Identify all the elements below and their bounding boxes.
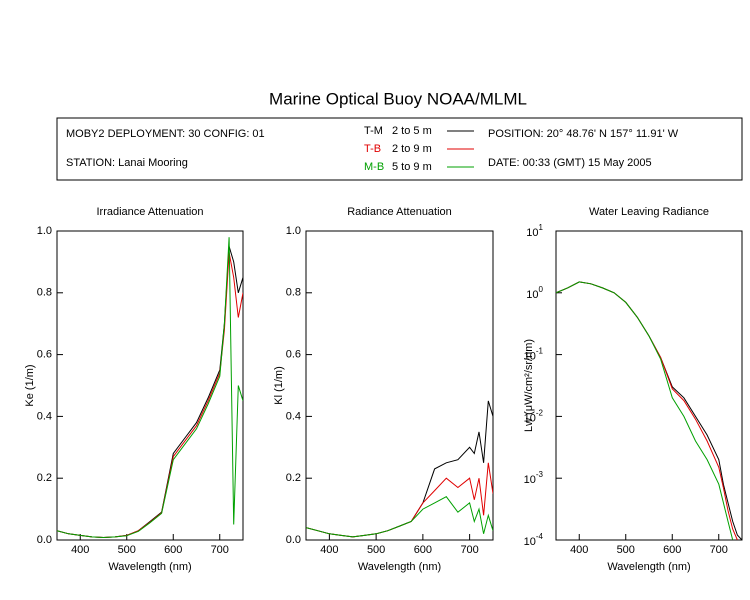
position: POSITION: 20° 48.76' N 157° 11.91' W (488, 128, 679, 140)
y-axis-label: Ke (1/m) (24, 364, 36, 406)
y-tick-label: 0.4 (286, 410, 301, 422)
data-line (306, 496, 493, 538)
info-box (56, 117, 743, 181)
x-tick-label: 700 (211, 544, 229, 556)
y-tick-label: 1.0 (286, 225, 301, 237)
chart-title: Radiance Attenuation (347, 206, 452, 218)
x-tick-label: 500 (617, 544, 635, 556)
x-tick-label: 600 (414, 544, 432, 556)
y-tick-base: 10 (526, 227, 538, 239)
x-tick-label: 500 (118, 544, 136, 556)
y-tick-base: 10 (524, 474, 536, 486)
y-tick-label: 10-4 (524, 532, 544, 548)
y-tick-label: 100 (526, 285, 543, 301)
x-tick-label: 400 (71, 544, 89, 556)
y-tick-exponent: -3 (536, 470, 544, 479)
y-tick-label: 0.2 (37, 472, 52, 484)
data-line (57, 246, 243, 539)
plot-frame (305, 230, 494, 541)
data-line (57, 237, 243, 539)
y-tick-label: 101 (526, 223, 543, 239)
data-line (556, 281, 742, 540)
x-tick-label: 500 (367, 544, 385, 556)
y-tick-exponent: -1 (536, 347, 544, 356)
y-tick-base: 10 (524, 412, 536, 424)
data-line (57, 252, 243, 539)
x-tick-label: 400 (570, 544, 588, 556)
legend-range: 2 to 5 m (392, 125, 432, 137)
y-tick-label: 10-3 (524, 470, 544, 486)
legend-range: 2 to 9 m (392, 143, 432, 155)
y-tick-label: 0.8 (37, 287, 52, 299)
y-tick-label: 10-1 (524, 347, 544, 363)
legend-code: T-M (364, 125, 383, 137)
y-tick-exponent: -4 (536, 532, 544, 541)
x-tick-label: 600 (663, 544, 681, 556)
info: STATION: Lanai Mooring (66, 157, 188, 169)
y-tick-base: 10 (526, 289, 538, 301)
x-axis-label: Wavelength (nm) (358, 561, 441, 573)
x-tick-label: 700 (460, 544, 478, 556)
y-tick-label: 0.2 (286, 472, 301, 484)
y-tick-label: 0.4 (37, 410, 52, 422)
x-tick-label: 600 (164, 544, 182, 556)
x-axis-label: Wavelength (nm) (108, 561, 191, 573)
data-line (306, 400, 493, 538)
legend-code: M-B (364, 161, 384, 173)
y-tick-base: 10 (524, 536, 536, 548)
y-tick-label: 0.6 (286, 349, 301, 361)
legend-code: T-B (364, 143, 381, 155)
x-tick-label: 400 (320, 544, 338, 556)
y-axis-label: Lw (μW/cm²/sr/nm) (523, 339, 535, 432)
y-tick-exponent: -2 (536, 409, 544, 418)
y-tick-label: 10-2 (524, 409, 544, 425)
y-tick-label: 0.0 (286, 534, 301, 546)
data-line (556, 281, 734, 540)
y-tick-label: 0.8 (286, 287, 301, 299)
y-tick-base: 10 (524, 351, 536, 363)
chart-title: Irradiance Attenuation (96, 206, 203, 218)
y-axis-label: Kl (1/m) (273, 366, 285, 405)
y-tick-exponent: 1 (539, 223, 544, 232)
y-tick-label: 1.0 (37, 225, 52, 237)
y-tick-label: 0.0 (37, 534, 52, 546)
date: DATE: 00:33 (GMT) 15 May 2005 (488, 157, 652, 169)
plot-frame (555, 230, 743, 541)
y-tick-exponent: 0 (539, 285, 544, 294)
info: MOBY2 DEPLOYMENT: 30 CONFIG: 01 (66, 128, 265, 140)
data-line (556, 281, 738, 540)
page-title: Marine Optical Buoy NOAA/MLML (269, 89, 527, 108)
plot-frame (56, 230, 244, 541)
x-axis-label: Wavelength (nm) (607, 561, 690, 573)
x-tick-label: 700 (710, 544, 728, 556)
legend-range: 5 to 9 m (392, 161, 432, 173)
chart-title: Water Leaving Radiance (589, 206, 709, 218)
y-tick-label: 0.6 (37, 349, 52, 361)
